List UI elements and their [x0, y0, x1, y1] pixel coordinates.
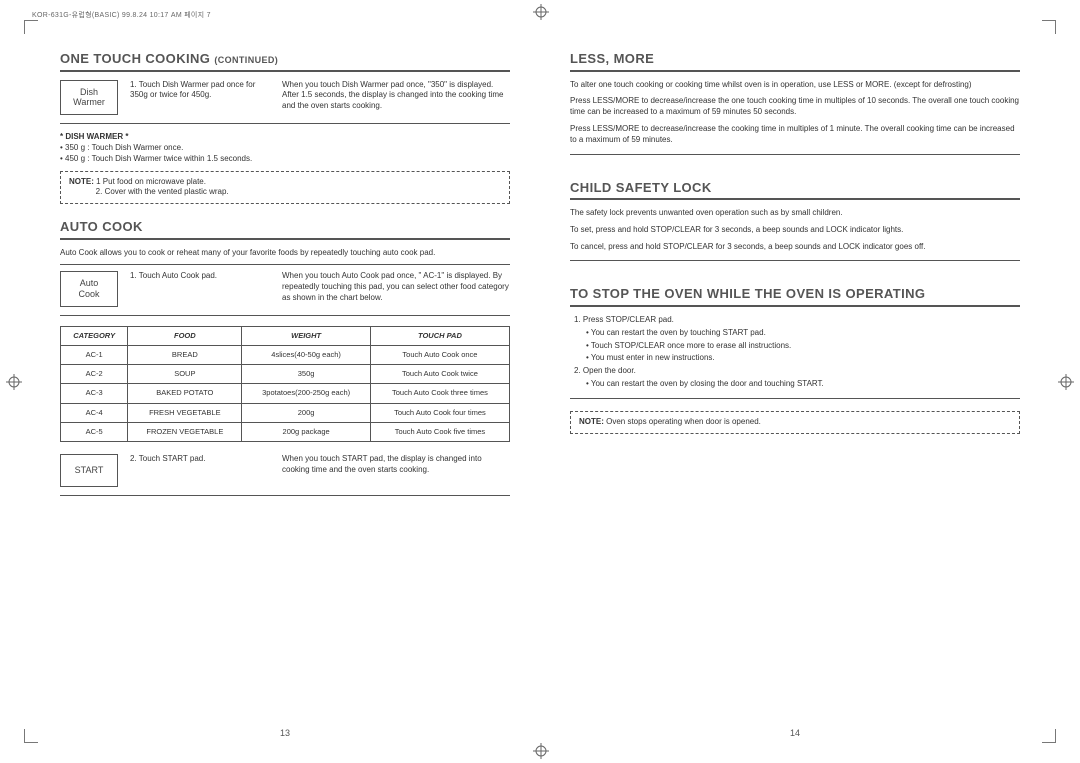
doc-header-stamp: KOR-631G-유럽형(BASIC) 99.8.24 10:17 AM 페이지…	[32, 10, 211, 20]
th: TOUCH PAD	[370, 327, 509, 346]
lm-p1: To alter one touch cooking or cooking ti…	[570, 80, 1020, 91]
stop-l1: 1. Press STOP/CLEAR pad.	[574, 315, 1020, 326]
corner-mark	[1042, 729, 1056, 743]
table-cell: 350g	[242, 365, 371, 384]
auto-cook-step-row: Auto Cook 1. Touch Auto Cook pad. When y…	[60, 271, 510, 316]
crop-mark-left	[6, 374, 22, 390]
table-cell: AC-4	[61, 403, 128, 422]
heading-one-touch: ONE TOUCH COOKING (CONTINUED)	[60, 50, 510, 72]
pad-line1: Auto	[69, 278, 109, 289]
table-row: AC-1BREAD4slices(40-50g each)Touch Auto …	[61, 346, 510, 365]
table-cell: Touch Auto Cook twice	[370, 365, 509, 384]
table-cell: Touch Auto Cook five times	[370, 422, 509, 441]
note-box-2: NOTE: Oven stops operating when door is …	[570, 411, 1020, 434]
table-header-row: CATEGORY FOOD WEIGHT TOUCH PAD	[61, 327, 510, 346]
table-cell: Touch Auto Cook four times	[370, 403, 509, 422]
pad-line2: Cook	[69, 289, 109, 300]
heading-stop-oven: TO STOP THE OVEN WHILE THE OVEN IS OPERA…	[570, 285, 1020, 307]
auto-cook-desc1: When you touch Auto Cook pad once, " AC-…	[282, 271, 510, 303]
stop-l2a: • You can restart the oven by closing th…	[586, 379, 1020, 390]
heading-auto-cook: AUTO COOK	[60, 218, 510, 240]
dish-warmer-step-row: Dish Warmer 1. Touch Dish Warmer pad onc…	[60, 80, 510, 125]
crop-mark-bottom	[533, 743, 549, 759]
dish-warmer-desc: When you touch Dish Warmer pad once, "35…	[282, 80, 510, 112]
table-cell: AC-3	[61, 384, 128, 403]
table-cell: Touch Auto Cook once	[370, 346, 509, 365]
auto-cook-pad: Auto Cook	[60, 271, 118, 307]
pad-line1: Dish	[69, 87, 109, 98]
th: CATEGORY	[61, 327, 128, 346]
cl-p2: To set, press and hold STOP/CLEAR for 3 …	[570, 225, 1020, 236]
dw-bullet-2: • 450 g : Touch Dish Warmer twice within…	[60, 154, 510, 165]
table-cell: FRESH VEGETABLE	[128, 403, 242, 422]
th: WEIGHT	[242, 327, 371, 346]
note2-text: Oven stops operating when door is opened…	[604, 417, 761, 426]
table-cell: 3potatoes(200-250g each)	[242, 384, 371, 403]
table-cell: AC-5	[61, 422, 128, 441]
page-left: ONE TOUCH COOKING (CONTINUED) Dish Warme…	[60, 50, 510, 733]
corner-mark	[24, 729, 38, 743]
page-number-right: 14	[570, 727, 1020, 739]
note-label: NOTE:	[579, 417, 604, 426]
note-box-1: NOTE: 1 Put food on microwave plate. NOT…	[60, 171, 510, 205]
table-cell: SOUP	[128, 365, 242, 384]
cl-p3: To cancel, press and hold STOP/CLEAR for…	[570, 242, 1020, 262]
auto-cook-intro: Auto Cook allows you to cook or reheat m…	[60, 248, 510, 266]
cl-p1: The safety lock prevents unwanted oven o…	[570, 208, 1020, 219]
start-pad: START	[60, 454, 118, 487]
dish-warmer-pad: Dish Warmer	[60, 80, 118, 116]
pad-line2: Warmer	[69, 97, 109, 108]
corner-mark	[1042, 20, 1056, 34]
table-cell: FROZEN VEGETABLE	[128, 422, 242, 441]
table-cell: 200g package	[242, 422, 371, 441]
table-cell: 200g	[242, 403, 371, 422]
start-step2: 2. Touch START pad.	[130, 454, 270, 465]
heading-child-lock: CHILD SAFETY LOCK	[570, 179, 1020, 201]
heading-less-more: LESS, MORE	[570, 50, 1020, 72]
dish-warmer-subhead: * DISH WARMER *	[60, 132, 510, 143]
table-row: AC-3BAKED POTATO3potatoes(200-250g each)…	[61, 384, 510, 403]
table-cell: AC-1	[61, 346, 128, 365]
page-number-left: 13	[60, 727, 510, 739]
auto-cook-step1: 1. Touch Auto Cook pad.	[130, 271, 270, 282]
start-desc2: When you touch START pad, the display is…	[282, 454, 510, 476]
crop-mark-top	[533, 4, 549, 20]
corner-mark	[24, 20, 38, 34]
stop-l1c: • You must enter in new instructions.	[586, 353, 1020, 364]
dish-warmer-step1: 1. Touch Dish Warmer pad once for 350g o…	[130, 80, 270, 102]
table-cell: BAKED POTATO	[128, 384, 242, 403]
stop-l1b: • Touch STOP/CLEAR once more to erase al…	[586, 341, 1020, 352]
table-row: AC-2SOUP350gTouch Auto Cook twice	[61, 365, 510, 384]
stop-l2: 2. Open the door.	[574, 366, 1020, 377]
table-cell: AC-2	[61, 365, 128, 384]
lm-p2: Press LESS/MORE to decrease/increase the…	[570, 96, 1020, 118]
heading-sub: (CONTINUED)	[214, 55, 278, 65]
dw-bullet-1: • 350 g : Touch Dish Warmer once.	[60, 143, 510, 154]
page-right: LESS, MORE To alter one touch cooking or…	[570, 50, 1020, 733]
table-row: AC-5FROZEN VEGETABLE200g packageTouch Au…	[61, 422, 510, 441]
note1-l2: 2. Cover with the vented plastic wrap.	[96, 187, 229, 196]
table-row: AC-4FRESH VEGETABLE200gTouch Auto Cook f…	[61, 403, 510, 422]
table-cell: 4slices(40-50g each)	[242, 346, 371, 365]
start-step-row: START 2. Touch START pad. When you touch…	[60, 454, 510, 496]
note-label: NOTE:	[69, 177, 94, 186]
note1-l1: 1 Put food on microwave plate.	[96, 177, 206, 186]
th: FOOD	[128, 327, 242, 346]
lm-p3: Press LESS/MORE to decrease/increase the…	[570, 124, 1020, 155]
crop-mark-right	[1058, 374, 1074, 390]
auto-cook-table: CATEGORY FOOD WEIGHT TOUCH PAD AC-1BREAD…	[60, 326, 510, 442]
table-cell: BREAD	[128, 346, 242, 365]
heading-main: ONE TOUCH COOKING	[60, 51, 214, 66]
stop-l1a: • You can restart the oven by touching S…	[586, 328, 1020, 339]
table-cell: Touch Auto Cook three times	[370, 384, 509, 403]
